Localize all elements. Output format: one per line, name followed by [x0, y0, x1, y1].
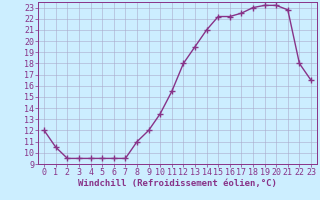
X-axis label: Windchill (Refroidissement éolien,°C): Windchill (Refroidissement éolien,°C) — [78, 179, 277, 188]
